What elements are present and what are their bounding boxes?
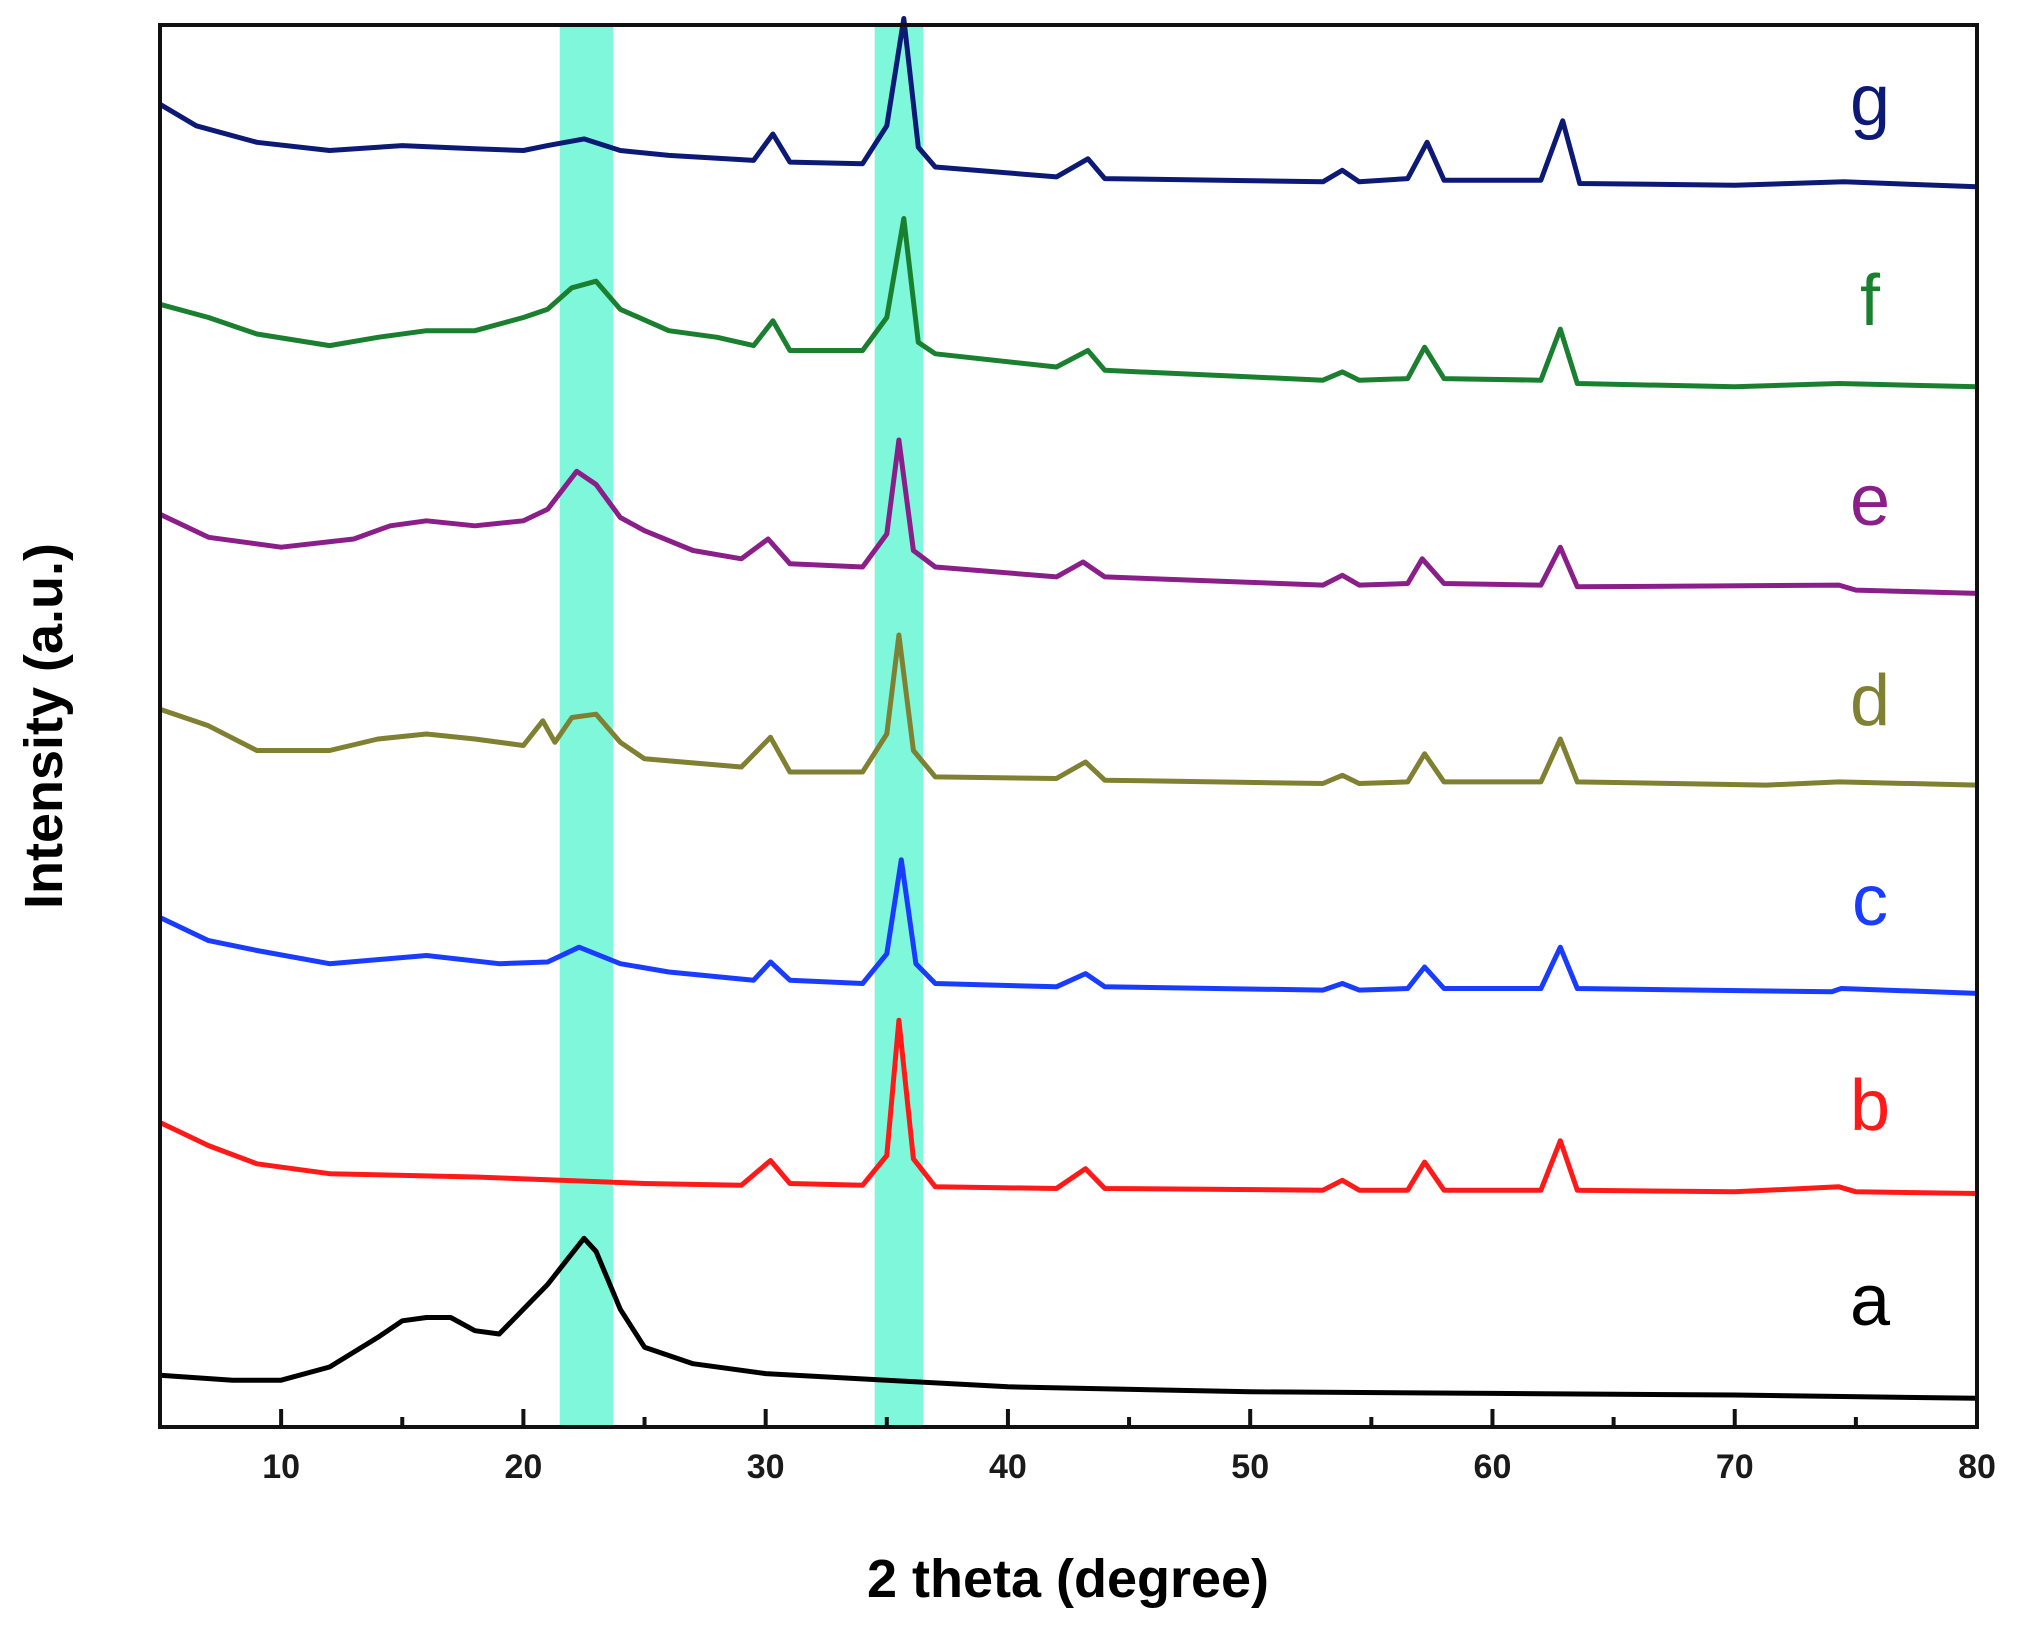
series-line-b bbox=[158, 1017, 1978, 1196]
series-labels: a b c d e f g bbox=[1850, 61, 1891, 1341]
series-line-a bbox=[159, 1235, 1978, 1401]
y-axis-title: Intensity (a.u.) bbox=[14, 543, 74, 909]
x-tick-label-10: 10 bbox=[262, 1448, 300, 1486]
series-label-a: a bbox=[1850, 1261, 1891, 1341]
x-tick-label-40: 40 bbox=[989, 1448, 1027, 1486]
series-label-b: b bbox=[1850, 1066, 1890, 1146]
x-tick-label-30: 30 bbox=[747, 1448, 785, 1486]
x-tick-label-60: 60 bbox=[1474, 1448, 1512, 1486]
x-tick-label-50: 50 bbox=[1231, 1448, 1269, 1486]
series-label-g: g bbox=[1850, 61, 1890, 141]
series-label-e: e bbox=[1850, 461, 1890, 541]
series-line-f bbox=[159, 216, 1978, 390]
x-tick-label-20: 20 bbox=[504, 1448, 542, 1486]
series-group bbox=[158, 16, 1978, 1401]
series-label-d: d bbox=[1850, 661, 1890, 741]
series-label-f: f bbox=[1860, 261, 1881, 341]
series-line-g bbox=[158, 16, 1978, 190]
x-axis-title: 2 theta (degree) bbox=[867, 1549, 1269, 1609]
x-tick-label-80: 80 bbox=[1958, 1448, 1996, 1486]
x-axis-ticks: 10 20 30 40 50 60 70 80 bbox=[158, 1409, 1996, 1486]
series-label-c: c bbox=[1852, 861, 1888, 941]
series-line-c bbox=[158, 857, 1978, 996]
series-line-e bbox=[158, 437, 1978, 596]
x-tick-label-70: 70 bbox=[1716, 1448, 1754, 1486]
plot-frame bbox=[158, 23, 1979, 1429]
series-line-d bbox=[159, 632, 1978, 788]
highlight-bands bbox=[559, 25, 924, 1427]
